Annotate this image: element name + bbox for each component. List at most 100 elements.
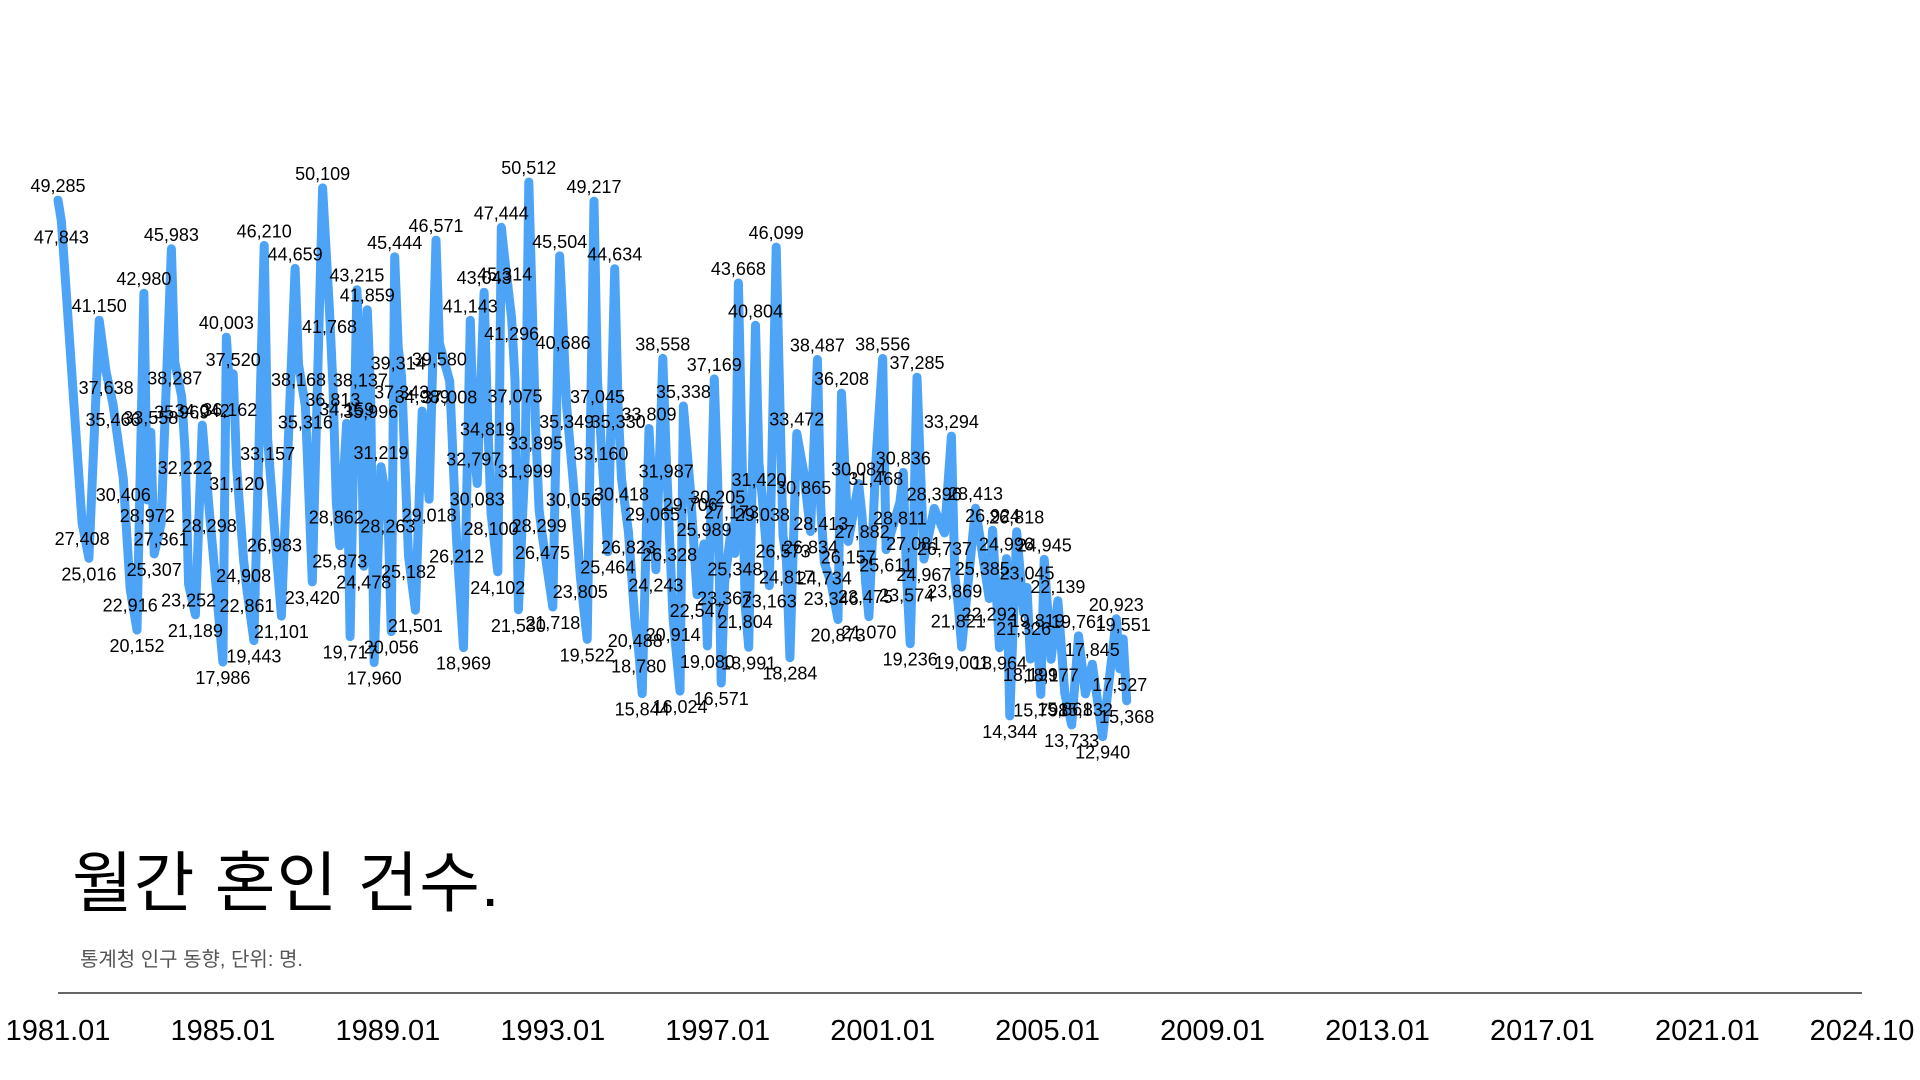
data-label: 35,316 (278, 412, 333, 432)
data-label: 20,056 (364, 638, 419, 658)
data-label: 27,173 (704, 503, 759, 523)
data-label: 45,504 (532, 232, 587, 252)
data-label: 33,472 (769, 410, 824, 430)
data-label: 21,070 (841, 623, 896, 643)
data-label: 35,349 (539, 412, 594, 432)
data-label: 30,056 (546, 490, 601, 510)
data-label: 35,338 (656, 382, 711, 402)
data-label: 46,099 (749, 223, 804, 243)
data-label: 24,734 (797, 569, 852, 589)
data-label: 26,157 (821, 548, 876, 568)
data-label: 41,859 (340, 286, 395, 306)
data-label: 18,780 (611, 656, 666, 676)
data-label: 33,558 (123, 408, 178, 428)
data-label: 28,298 (182, 516, 237, 536)
data-label: 20,152 (109, 636, 164, 656)
data-label: 14,344 (982, 722, 1037, 742)
data-label: 24,967 (896, 565, 951, 585)
data-label: 19,080 (680, 652, 735, 672)
data-label: 26,823 (601, 538, 656, 558)
data-label: 44,634 (587, 245, 642, 265)
data-label: 24,996 (979, 535, 1034, 555)
data-label: 37,169 (687, 355, 742, 375)
data-label: 32,222 (158, 458, 213, 478)
data-label: 38,558 (635, 334, 690, 354)
data-label: 37,285 (889, 353, 944, 373)
data-label: 45,444 (367, 233, 422, 253)
data-label: 21,501 (388, 616, 443, 636)
data-label: 13,733 (1044, 731, 1099, 751)
data-label: 23,252 (161, 590, 216, 610)
data-label: 24,102 (470, 578, 525, 598)
data-label: 15,844 (615, 700, 670, 720)
data-label: 31,999 (498, 461, 553, 481)
data-label: 30,083 (450, 490, 505, 510)
x-tick-label: 1997.01 (665, 1015, 770, 1047)
data-label: 41,143 (443, 296, 498, 316)
data-label: 30,418 (594, 485, 649, 505)
data-label: 43,043 (457, 268, 512, 288)
data-label: 37,045 (570, 387, 625, 407)
data-label: 27,408 (55, 529, 110, 549)
data-label: 31,120 (209, 474, 264, 494)
data-label: 18,177 (1024, 665, 1079, 685)
data-label: 25,307 (127, 560, 182, 580)
data-label: 37,008 (422, 387, 477, 407)
data-label: 45,983 (144, 225, 199, 245)
x-tick-label: 2013.01 (1325, 1015, 1430, 1047)
data-label: 50,109 (295, 164, 350, 184)
data-label: 42,980 (116, 269, 171, 289)
data-label: 40,804 (728, 301, 783, 321)
data-label: 31,420 (731, 470, 786, 490)
data-label: 25,989 (676, 520, 731, 540)
x-tick-label: 1985.01 (170, 1015, 275, 1047)
data-label: 20,914 (646, 625, 701, 645)
data-label: 29,018 (402, 505, 457, 525)
data-label: 38,487 (790, 336, 845, 356)
data-label: 19,443 (226, 647, 281, 667)
data-label: 28,100 (463, 519, 518, 539)
data-label: 41,768 (302, 317, 357, 337)
x-tick-label: 1989.01 (335, 1015, 440, 1047)
data-label: 38,168 (271, 370, 326, 390)
data-label: 21,326 (996, 619, 1051, 639)
data-label: 47,843 (34, 227, 89, 247)
data-label: 32,797 (446, 450, 501, 470)
data-label: 20,923 (1089, 595, 1144, 615)
data-label: 43,215 (329, 266, 384, 286)
data-label: 25,385 (955, 559, 1010, 579)
data-label: 28,862 (309, 508, 364, 528)
data-label: 26,328 (642, 545, 697, 565)
data-label: 18,284 (762, 664, 817, 684)
data-label: 30,865 (776, 478, 831, 498)
data-label: 19,717 (323, 643, 378, 663)
data-label: 17,960 (347, 669, 402, 689)
data-label: 33,294 (924, 412, 979, 432)
x-axis-ticks: 1981.01 1985.01 1989.01 1993.01 1997.01 2001.… (6, 1015, 1915, 1047)
data-label: 33,895 (508, 433, 563, 453)
data-label: 35,330 (591, 412, 646, 432)
data-label: 21,804 (718, 612, 773, 632)
data-label: 19,761 (1051, 612, 1106, 632)
chart-title: 월간 혼인 건수. (72, 846, 501, 920)
data-label: 19,522 (560, 645, 615, 665)
x-tick-label: 1981.01 (6, 1015, 111, 1047)
data-label: 37,520 (206, 350, 261, 370)
data-label: 22,916 (103, 595, 158, 615)
data-label: 28,413 (948, 484, 1003, 504)
x-tick-label: 2009.01 (1160, 1015, 1265, 1047)
data-label: 28,263 (360, 516, 415, 536)
data-label: 16,024 (652, 697, 707, 717)
data-label: 49,285 (30, 176, 85, 196)
data-label: 21,189 (168, 621, 223, 641)
data-label: 22,292 (962, 605, 1017, 625)
data-label: 30,205 (690, 488, 745, 508)
data-label: 35,466 (85, 410, 140, 430)
data-label: 28,299 (512, 516, 567, 536)
data-label: 29,706 (663, 495, 718, 515)
data-label: 19,236 (883, 650, 938, 670)
data-label: 26,983 (247, 535, 302, 555)
data-label: 23,869 (927, 581, 982, 601)
data-label: 21,530 (491, 616, 546, 636)
data-label: 26,737 (917, 539, 972, 559)
